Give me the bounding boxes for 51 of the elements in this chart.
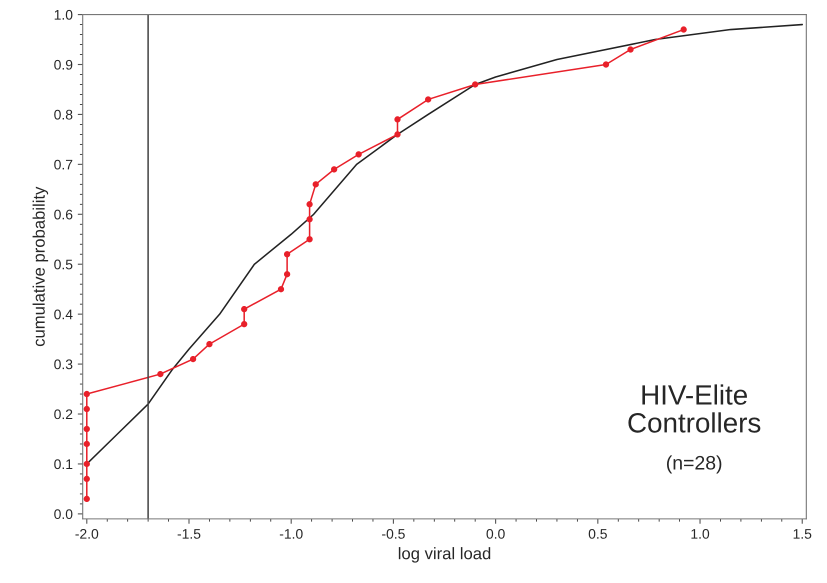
point bbox=[157, 370, 164, 378]
y-tick-label: 0.1 bbox=[54, 459, 72, 470]
x-tick-label: 0.0 bbox=[486, 528, 505, 539]
x-tick-label: -0.5 bbox=[382, 528, 405, 539]
point bbox=[306, 201, 313, 208]
point bbox=[84, 460, 90, 468]
y-axis-title: cumulative probability bbox=[32, 186, 48, 346]
point bbox=[84, 406, 90, 412]
x-tick-label: 1.5 bbox=[794, 529, 812, 539]
point bbox=[284, 271, 290, 278]
y-tick-label: 0.7 bbox=[54, 160, 72, 170]
y-tick-label: 0.8 bbox=[54, 110, 72, 120]
point bbox=[206, 340, 213, 348]
point bbox=[84, 476, 90, 482]
point bbox=[284, 251, 290, 258]
x-tick-label: -1.0 bbox=[280, 528, 303, 539]
y-tick-label: 0.0 bbox=[54, 509, 72, 520]
y-tick-label: 1.0 bbox=[54, 10, 72, 20]
point bbox=[306, 216, 313, 222]
point bbox=[84, 390, 90, 398]
point bbox=[680, 26, 687, 33]
point bbox=[306, 236, 313, 242]
point bbox=[312, 181, 319, 188]
x-axis-title: log viral load bbox=[398, 547, 490, 563]
y-tick-label: 0.3 bbox=[54, 359, 72, 370]
point bbox=[84, 426, 90, 432]
point bbox=[394, 131, 401, 138]
point bbox=[602, 61, 610, 68]
point bbox=[241, 306, 248, 312]
y-tick-label: 0.5 bbox=[54, 260, 72, 270]
y-tick-label: 0.9 bbox=[54, 60, 72, 70]
point bbox=[84, 496, 90, 502]
point bbox=[425, 96, 432, 103]
point bbox=[241, 321, 248, 328]
point bbox=[627, 46, 634, 53]
point bbox=[356, 151, 362, 158]
annotation: HIV-Elite Controllers bbox=[628, 384, 760, 433]
point bbox=[472, 81, 478, 88]
x-tick-label: -1.5 bbox=[178, 529, 200, 539]
point bbox=[190, 356, 196, 362]
y-tick-label: 0.4 bbox=[54, 309, 73, 320]
y-tick-label: 0.6 bbox=[54, 210, 72, 220]
annotation: (n=28) bbox=[666, 455, 722, 474]
x-tick-label: 1.0 bbox=[691, 528, 710, 539]
point bbox=[84, 440, 90, 448]
y-tick-label: 0.2 bbox=[54, 409, 72, 420]
point bbox=[331, 166, 338, 172]
point bbox=[394, 116, 401, 123]
x-tick-label: -2.0 bbox=[75, 528, 98, 539]
x-tick-label: 0.5 bbox=[588, 528, 607, 539]
point bbox=[278, 286, 284, 292]
